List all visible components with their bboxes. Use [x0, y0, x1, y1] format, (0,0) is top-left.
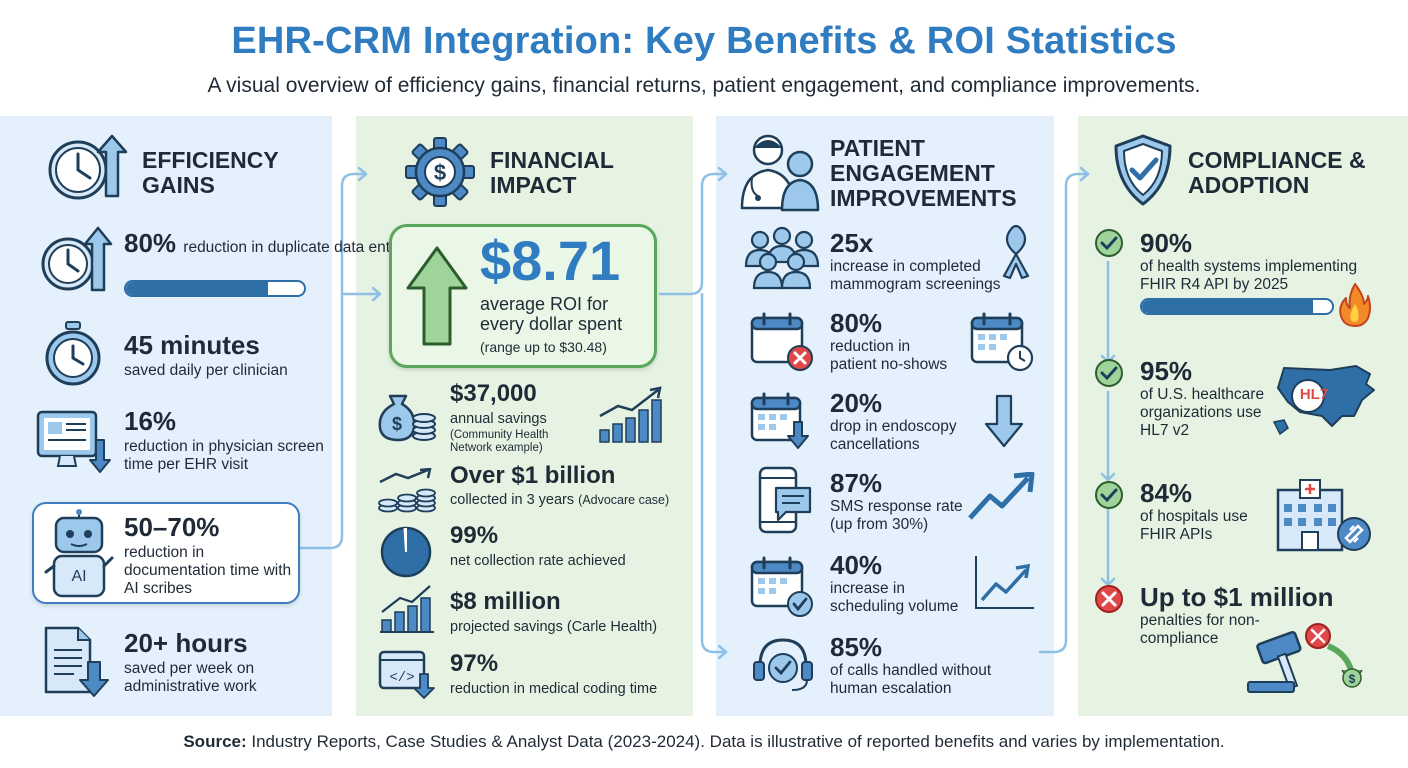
patient-desc-4: SMS response rate (up from 30%) [830, 498, 963, 533]
efficiency-stat-3: 16% [124, 406, 177, 436]
svg-text:</>: </> [389, 670, 414, 686]
roi-value: $8.71 [480, 229, 621, 292]
efficiency-stat-1: 80% reduction in duplicate data entry [124, 228, 404, 258]
stopwatch-icon [40, 320, 106, 386]
financial-stat-2: Over $1 billion [450, 462, 616, 489]
efficiency-title: EFFICIENCY GAINS [142, 147, 279, 198]
financial-note-1: (Community Health Network example) [450, 429, 549, 454]
compliance-progress-bar [1140, 298, 1334, 315]
patient-desc-5: increase in scheduling volume [830, 580, 959, 615]
efficiency-desc-2: saved daily per clinician [124, 362, 288, 379]
check-circle-icon [1094, 358, 1124, 388]
patient-desc-3: drop in endoscopy cancellations [830, 418, 957, 453]
compliance-stat-4: Up to $1 million [1140, 582, 1334, 612]
patient-stat-3: 20% [830, 388, 883, 418]
calendar-down-icon [750, 392, 816, 450]
ai-label: AI [71, 568, 87, 585]
clinician-patient-icon [738, 130, 822, 212]
clock-arrow-icon [44, 134, 132, 202]
financial-title: FINANCIAL IMPACT [490, 147, 614, 198]
efficiency-stat-2: 45 minutes [124, 330, 260, 360]
compliance-desc-2: of U.S. healthcare organizations use HL7… [1140, 386, 1265, 439]
compliance-title: COMPLIANCE & ADOPTION [1188, 147, 1366, 198]
line-chart-icon [972, 554, 1036, 612]
bar-chart-icon [378, 584, 436, 636]
check-circle-icon [1094, 480, 1124, 510]
financial-desc-4: projected savings (Carle Health) [450, 619, 658, 635]
pie-chart-icon [378, 524, 434, 580]
page-subtitle: A visual overview of efficiency gains, f… [207, 74, 1201, 97]
compliance-desc-1: of health systems implementing FHIR R4 A… [1140, 258, 1358, 293]
financial-desc-3: net collection rate achieved [450, 553, 626, 569]
coin-stacks-icon [376, 468, 438, 514]
financial-stat-3: 99% [450, 522, 499, 549]
money-bag-icon: $ [376, 386, 438, 444]
efficiency-desc-4: reduction in documentation time with AI … [124, 544, 292, 597]
financial-stat-5: 97% [450, 650, 499, 677]
people-group-icon [744, 226, 820, 290]
calendar-cancel-icon [750, 312, 820, 372]
efficiency-progress-bar [124, 280, 306, 297]
efficiency-stat-5: 20+ hours [124, 628, 248, 658]
ai-robot-icon [42, 508, 116, 600]
down-arrow-icon [984, 394, 1024, 448]
clock-arrow-icon [38, 226, 114, 292]
shield-check-icon [1112, 134, 1174, 206]
financial-desc-2: collected in 3 years (Advocare case) [450, 492, 670, 508]
patient-stat-1: 25x [830, 228, 874, 258]
financial-desc-1: annual savings [450, 411, 547, 427]
efficiency-stat-4: 50–70% [124, 512, 220, 542]
phone-sms-icon [756, 466, 816, 536]
patient-title: PATIENT ENGAGEMENT IMPROVEMENTS [830, 135, 1017, 211]
roi-range: (range up to $30.48) [480, 339, 607, 355]
hospital-link-icon [1274, 478, 1374, 554]
efficiency-desc-1: reduction in duplicate data entry [183, 239, 404, 256]
compliance-stat-2: 95% [1140, 356, 1193, 386]
efficiency-desc-3: reduction in physician screen time per E… [124, 438, 324, 473]
awareness-ribbon-icon [996, 224, 1036, 280]
calendar-clock-icon [970, 312, 1036, 372]
calendar-check-icon [750, 556, 820, 618]
patient-stat-2: 80% [830, 308, 883, 338]
patient-desc-6: of calls handled without human escalatio… [830, 662, 992, 697]
patient-desc-2: reduction in patient no-shows [830, 338, 948, 373]
bar-chart-up-icon [596, 386, 668, 446]
patient-desc-1: increase in completed mammogram screenin… [830, 258, 1001, 293]
efficiency-progress-fill [126, 282, 269, 295]
check-circle-icon [1094, 228, 1124, 258]
headset-check-icon [752, 632, 814, 696]
monitor-down-icon [36, 410, 112, 476]
compliance-progress-fill [1142, 300, 1313, 313]
svg-text:$: $ [1349, 672, 1356, 686]
us-map-icon [1270, 360, 1380, 440]
patient-stat-5: 40% [830, 550, 883, 580]
financial-stat-4: $8 million [450, 588, 561, 615]
x-circle-icon [1094, 584, 1124, 614]
patient-stat-6: 85% [830, 632, 883, 662]
document-down-icon [42, 624, 112, 698]
compliance-stat-1: 90% [1140, 228, 1193, 258]
svg-text:$: $ [392, 414, 402, 434]
hl7-label: HL7 [1299, 386, 1329, 403]
patient-stat-4: 87% [830, 468, 883, 498]
trend-up-icon [966, 472, 1036, 522]
svg-text:$: $ [434, 160, 446, 185]
compliance-desc-4: penalties for non-compliance [1140, 612, 1260, 647]
code-window-icon: </> [378, 650, 438, 700]
efficiency-desc-5: saved per week on administrative work [124, 660, 257, 695]
compliance-desc-3: of hospitals use FHIR APIs [1140, 508, 1248, 543]
gear-dollar-icon: $ [404, 136, 476, 208]
source-note: Source: Industry Reports, Case Studies &… [183, 732, 1225, 751]
page-title: EHR-CRM Integration: Key Benefits & ROI … [231, 20, 1177, 62]
gavel-penalty-icon: $ [1244, 620, 1380, 696]
up-arrow-icon [404, 244, 470, 348]
roi-desc: average ROI for every dollar spent [480, 294, 623, 334]
compliance-stat-3: 84% [1140, 478, 1193, 508]
financial-stat-1: $37,000 [450, 380, 537, 407]
flame-icon [1338, 282, 1372, 328]
financial-desc-5: reduction in medical coding time [450, 681, 658, 697]
